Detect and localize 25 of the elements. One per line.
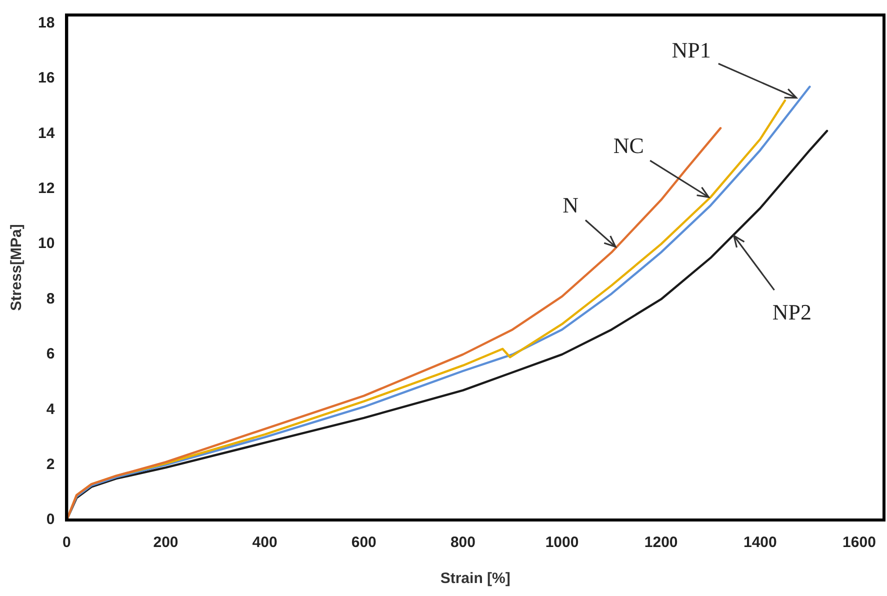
x-tick-label: 800 (450, 534, 476, 552)
y-tick-label: 4 (46, 400, 56, 418)
x-tick-label: 1000 (545, 534, 579, 552)
y-tick-label: 6 (46, 346, 55, 363)
y-tick-label: 18 (38, 14, 55, 32)
x-tick-label: 200 (153, 534, 178, 552)
y-tick-label: 14 (38, 124, 56, 142)
y-tick-label: 2 (46, 456, 55, 473)
x-tick-label: 1400 (743, 534, 777, 552)
y-tick-label: 12 (38, 180, 55, 197)
annotation: N (562, 192, 579, 218)
x-tick-label: 400 (252, 534, 278, 552)
x-tick-label: 1600 (842, 534, 876, 552)
x-axis-title: Strain [%] (440, 570, 510, 588)
x-tick-label: 0 (62, 534, 71, 552)
y-tick-label: 10 (38, 235, 55, 252)
y-tick-label: 16 (38, 70, 55, 87)
y-tick-label: 0 (46, 511, 55, 528)
x-tick-label: 1200 (644, 534, 678, 552)
y-axis-title: Stress[MPa] (8, 224, 26, 311)
annotation: NP1 (672, 38, 711, 63)
annotation: NP2 (772, 300, 812, 325)
annotation: NC (613, 132, 644, 158)
y-tick-label: 8 (46, 290, 55, 308)
x-tick-label: 600 (351, 534, 376, 552)
